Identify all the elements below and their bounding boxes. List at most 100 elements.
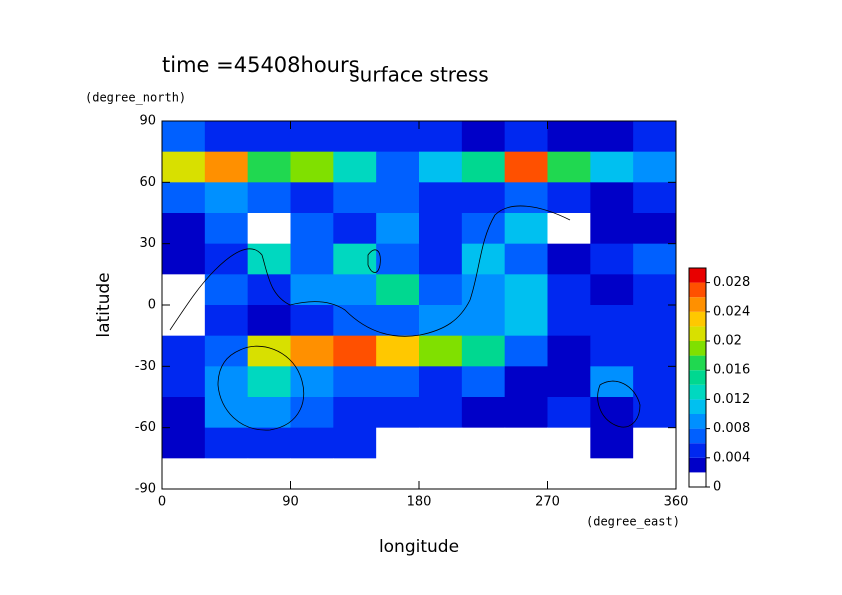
contour-cell [504,121,548,153]
contour-cell [333,213,377,245]
contour-cell [333,121,377,153]
colorbar-tick-label: 0.024 [713,304,750,319]
contour-cell [247,335,291,367]
contour-cell [547,427,591,459]
contour-cell [333,458,377,490]
contour-cell [419,427,463,459]
contour-cell [590,182,634,214]
contour-cell [333,427,377,459]
contour-cell [162,151,206,183]
contour-cell [376,458,420,490]
contour-cell [376,213,420,245]
contour-cell [504,458,548,490]
contour-cell [504,213,548,245]
contour-cell [461,213,506,245]
x-tick-label: 90 [282,495,299,510]
contour-cell [419,335,463,367]
contour-cell [590,335,634,367]
contour-cell [461,427,506,459]
colorbar-band [689,326,706,341]
contour-cell [419,182,463,214]
contour-cell [633,213,677,245]
y-tick-label: 90 [139,114,156,129]
contour-cell [376,366,420,398]
axes: 0 90 180 270 360 -90 -60 -30 0 30 60 90 [135,114,689,510]
contour-cell [504,397,548,429]
contour-cell [547,151,591,183]
contour-cell [290,458,334,490]
subtitle: time =45408hours [162,53,360,77]
colorbar-band [689,341,706,356]
contour-cell [333,305,377,337]
chart-title: surface stress [349,63,488,87]
contour-cell [504,274,548,306]
y-tick-label: -60 [135,420,156,435]
x-axis-label: longitude [379,537,459,557]
colorbar-band [689,428,706,444]
colorbar-band [689,268,706,283]
contour-cell [204,182,249,214]
contour-cell [461,243,506,275]
contour-cell [461,458,506,490]
contour-cell [590,427,634,459]
contour-cell [333,243,377,275]
contour-cell [633,458,677,490]
contour-cell [376,427,420,459]
contour-cell [590,305,634,337]
contour-cell [247,397,291,429]
contour-cell [204,427,249,459]
contour-cell [290,427,334,459]
y-tick-label: 0 [148,298,156,313]
x-tick-label: 270 [535,495,560,510]
contour-cell [633,274,677,306]
contour-cell [290,151,334,183]
contour-cell [376,335,420,367]
contour-cell [547,305,591,337]
contour-cell [419,305,463,337]
contour-cell [590,243,634,275]
colorbar-tick-label: 0.008 [713,421,750,436]
contour-cell [419,274,463,306]
colorbar-tick-label: 0.02 [713,334,742,349]
contour-cell [547,182,591,214]
colorbar-frame [688,267,707,488]
coastlines [169,205,641,431]
contour-cell [633,335,677,367]
contour-cell [333,366,377,398]
contour-cell [633,121,677,153]
contour-cell [504,182,548,214]
contour-cell [633,366,677,398]
contour-cell [633,243,677,275]
contour-cell [504,366,548,398]
contour-cell [461,335,506,367]
contour-cell [590,366,634,398]
contour-cell [376,151,420,183]
contour-cell [333,182,377,214]
contour-cell [204,335,249,367]
contour-cell [376,121,420,153]
contour-cell [633,397,677,429]
contour-cell [461,121,506,153]
colorbar-band [689,370,706,385]
contour-cell [376,305,420,337]
colorbar-band [689,472,706,487]
contour-cell [504,427,548,459]
contour-cell [247,427,291,459]
coastline [169,205,571,337]
contour-cell [504,335,548,367]
contour-cell [162,458,206,490]
coastline [367,249,381,273]
colorbar-tick-label: 0.028 [713,275,750,290]
colorbar-band [689,297,706,312]
colorbar-band [689,384,706,400]
contour-cell [204,274,249,306]
contour-cell [419,397,463,429]
contour-cell [419,243,463,275]
colorbar-band [689,311,706,327]
contour-cell [633,427,677,459]
contour-cell [547,274,591,306]
y-unit: (degree_north) [85,91,186,105]
contour-cell [333,274,377,306]
